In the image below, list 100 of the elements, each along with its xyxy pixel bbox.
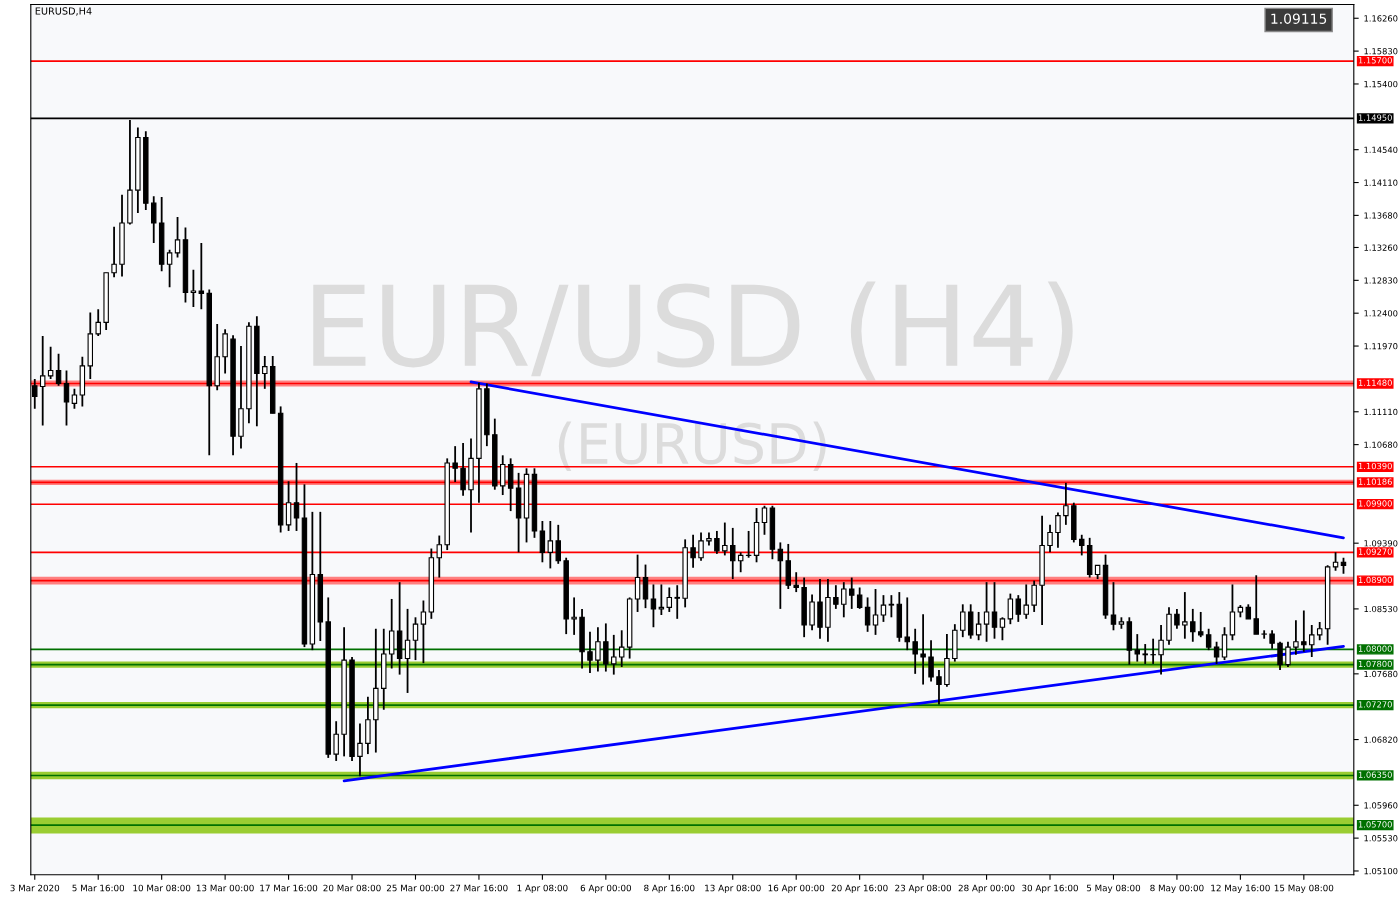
y-tick-label: 1.15400 bbox=[1364, 80, 1398, 88]
y-tick-label: 1.14540 bbox=[1364, 146, 1398, 153]
candlestick bbox=[888, 594, 895, 619]
candlestick bbox=[1007, 592, 1014, 626]
candlestick bbox=[166, 248, 173, 289]
candlestick bbox=[912, 627, 918, 675]
ref-line-label: 1.08900 bbox=[1358, 576, 1392, 584]
ref-line-label: 1.09900 bbox=[1358, 500, 1392, 507]
candlestick bbox=[833, 584, 839, 610]
y-tick-label: 1.13260 bbox=[1364, 244, 1398, 251]
candlestick bbox=[983, 581, 990, 643]
candlestick bbox=[1079, 533, 1085, 557]
x-tick-label: 5 May 08:00 bbox=[1086, 884, 1141, 893]
y-tick-label: 1.13680 bbox=[1364, 212, 1398, 219]
candlestick bbox=[1174, 607, 1180, 630]
candlestick bbox=[856, 586, 863, 610]
candlestick bbox=[357, 722, 363, 778]
candlestick bbox=[634, 553, 641, 613]
candlestick bbox=[1293, 619, 1299, 656]
annotation: 1.09115 bbox=[1271, 13, 1327, 24]
ref-line-label: 1.10390 bbox=[1358, 462, 1392, 470]
y-tick-label: 1.09390 bbox=[1364, 540, 1398, 547]
candlestick bbox=[1301, 609, 1307, 653]
candlestick bbox=[1205, 627, 1212, 652]
candlestick bbox=[595, 626, 601, 673]
candlestick bbox=[190, 268, 197, 308]
ref-line-label: 1.05700 bbox=[1358, 821, 1392, 828]
y-tick-label: 1.08530 bbox=[1364, 605, 1398, 613]
y-tick-label: 1.14110 bbox=[1364, 179, 1398, 186]
candlestick bbox=[730, 526, 736, 581]
y-tick-label: 1.05530 bbox=[1364, 835, 1398, 842]
candlestick bbox=[365, 695, 371, 755]
candlestick bbox=[1158, 624, 1164, 676]
candlestick bbox=[412, 616, 419, 661]
y-tick-label: 1.05100 bbox=[1364, 867, 1398, 875]
y-tick-label: 1.12400 bbox=[1364, 310, 1398, 317]
candlestick bbox=[571, 596, 577, 636]
x-tick-label: 13 Mar 00:00 bbox=[196, 884, 254, 892]
candlestick bbox=[936, 669, 942, 706]
candlestick bbox=[1023, 583, 1029, 620]
ref-line-label: 1.15700 bbox=[1358, 57, 1392, 64]
candlestick bbox=[1213, 640, 1220, 665]
x-tick-label: 13 Apr 08:00 bbox=[705, 884, 761, 893]
candlestick bbox=[999, 616, 1006, 642]
x-tick-label: 20 Mar 08:00 bbox=[323, 884, 381, 892]
candlestick bbox=[55, 352, 62, 387]
candlestick bbox=[420, 599, 427, 665]
candlestick bbox=[690, 533, 696, 569]
candlestick bbox=[603, 622, 609, 673]
y-tick-label: 1.07680 bbox=[1364, 670, 1398, 678]
candlestick bbox=[1253, 574, 1259, 636]
candlestick bbox=[611, 633, 617, 676]
ref-line-label: 1.11480 bbox=[1358, 379, 1392, 386]
candlestick bbox=[71, 387, 78, 410]
candlestick bbox=[1142, 643, 1148, 665]
candlestick bbox=[222, 328, 228, 375]
candlestick bbox=[1190, 607, 1196, 643]
candlestick bbox=[436, 534, 443, 579]
candlestick bbox=[864, 596, 871, 633]
candlestick bbox=[539, 520, 546, 564]
x-tick-label: 6 Apr 00:00 bbox=[580, 884, 632, 893]
candlestick bbox=[618, 629, 625, 668]
candlestick bbox=[39, 335, 46, 427]
x-tick-label: 5 Mar 16:00 bbox=[72, 884, 125, 892]
candlestick bbox=[1309, 624, 1315, 658]
candlestick bbox=[928, 639, 934, 683]
ref-line-label: 1.06350 bbox=[1358, 771, 1392, 778]
candlestick bbox=[452, 445, 458, 483]
candlestick bbox=[793, 571, 799, 593]
y-tick-label: 1.16260 bbox=[1364, 15, 1398, 22]
ref-line-label: 1.07800 bbox=[1358, 660, 1392, 668]
candlestick bbox=[499, 454, 506, 496]
x-tick-label: 8 May 00:00 bbox=[1150, 884, 1204, 893]
candlestick bbox=[674, 584, 680, 620]
candlestick bbox=[333, 720, 339, 762]
candlestick bbox=[872, 588, 879, 636]
x-tick-label: 1 Apr 08:00 bbox=[517, 884, 568, 893]
candlestick bbox=[1261, 629, 1267, 640]
candlestick bbox=[967, 603, 974, 640]
x-tick-label: 27 Mar 16:00 bbox=[450, 884, 508, 892]
candlestick bbox=[1277, 640, 1283, 671]
candlestick bbox=[1110, 581, 1117, 632]
candlestick bbox=[404, 607, 411, 694]
x-tick-label: 8 Apr 16:00 bbox=[644, 884, 695, 893]
candlestick bbox=[1015, 594, 1022, 623]
y-tick-label: 1.10680 bbox=[1364, 441, 1398, 448]
y-tick-label: 1.05960 bbox=[1364, 802, 1398, 809]
candlestick bbox=[920, 613, 926, 686]
candlestick bbox=[714, 530, 720, 555]
ref-line-label: 1.09270 bbox=[1358, 548, 1392, 555]
candlestick bbox=[1063, 481, 1069, 526]
candlestick bbox=[1269, 629, 1275, 650]
candlestick bbox=[650, 583, 657, 629]
candlestick bbox=[809, 593, 815, 632]
candlestick bbox=[95, 308, 101, 338]
candlestick bbox=[151, 195, 157, 244]
x-tick-label: 12 May 16:00 bbox=[1211, 884, 1270, 893]
x-tick-label: 17 Mar 16:00 bbox=[260, 884, 318, 892]
candlestick bbox=[1182, 591, 1188, 640]
candlestick bbox=[904, 596, 910, 652]
